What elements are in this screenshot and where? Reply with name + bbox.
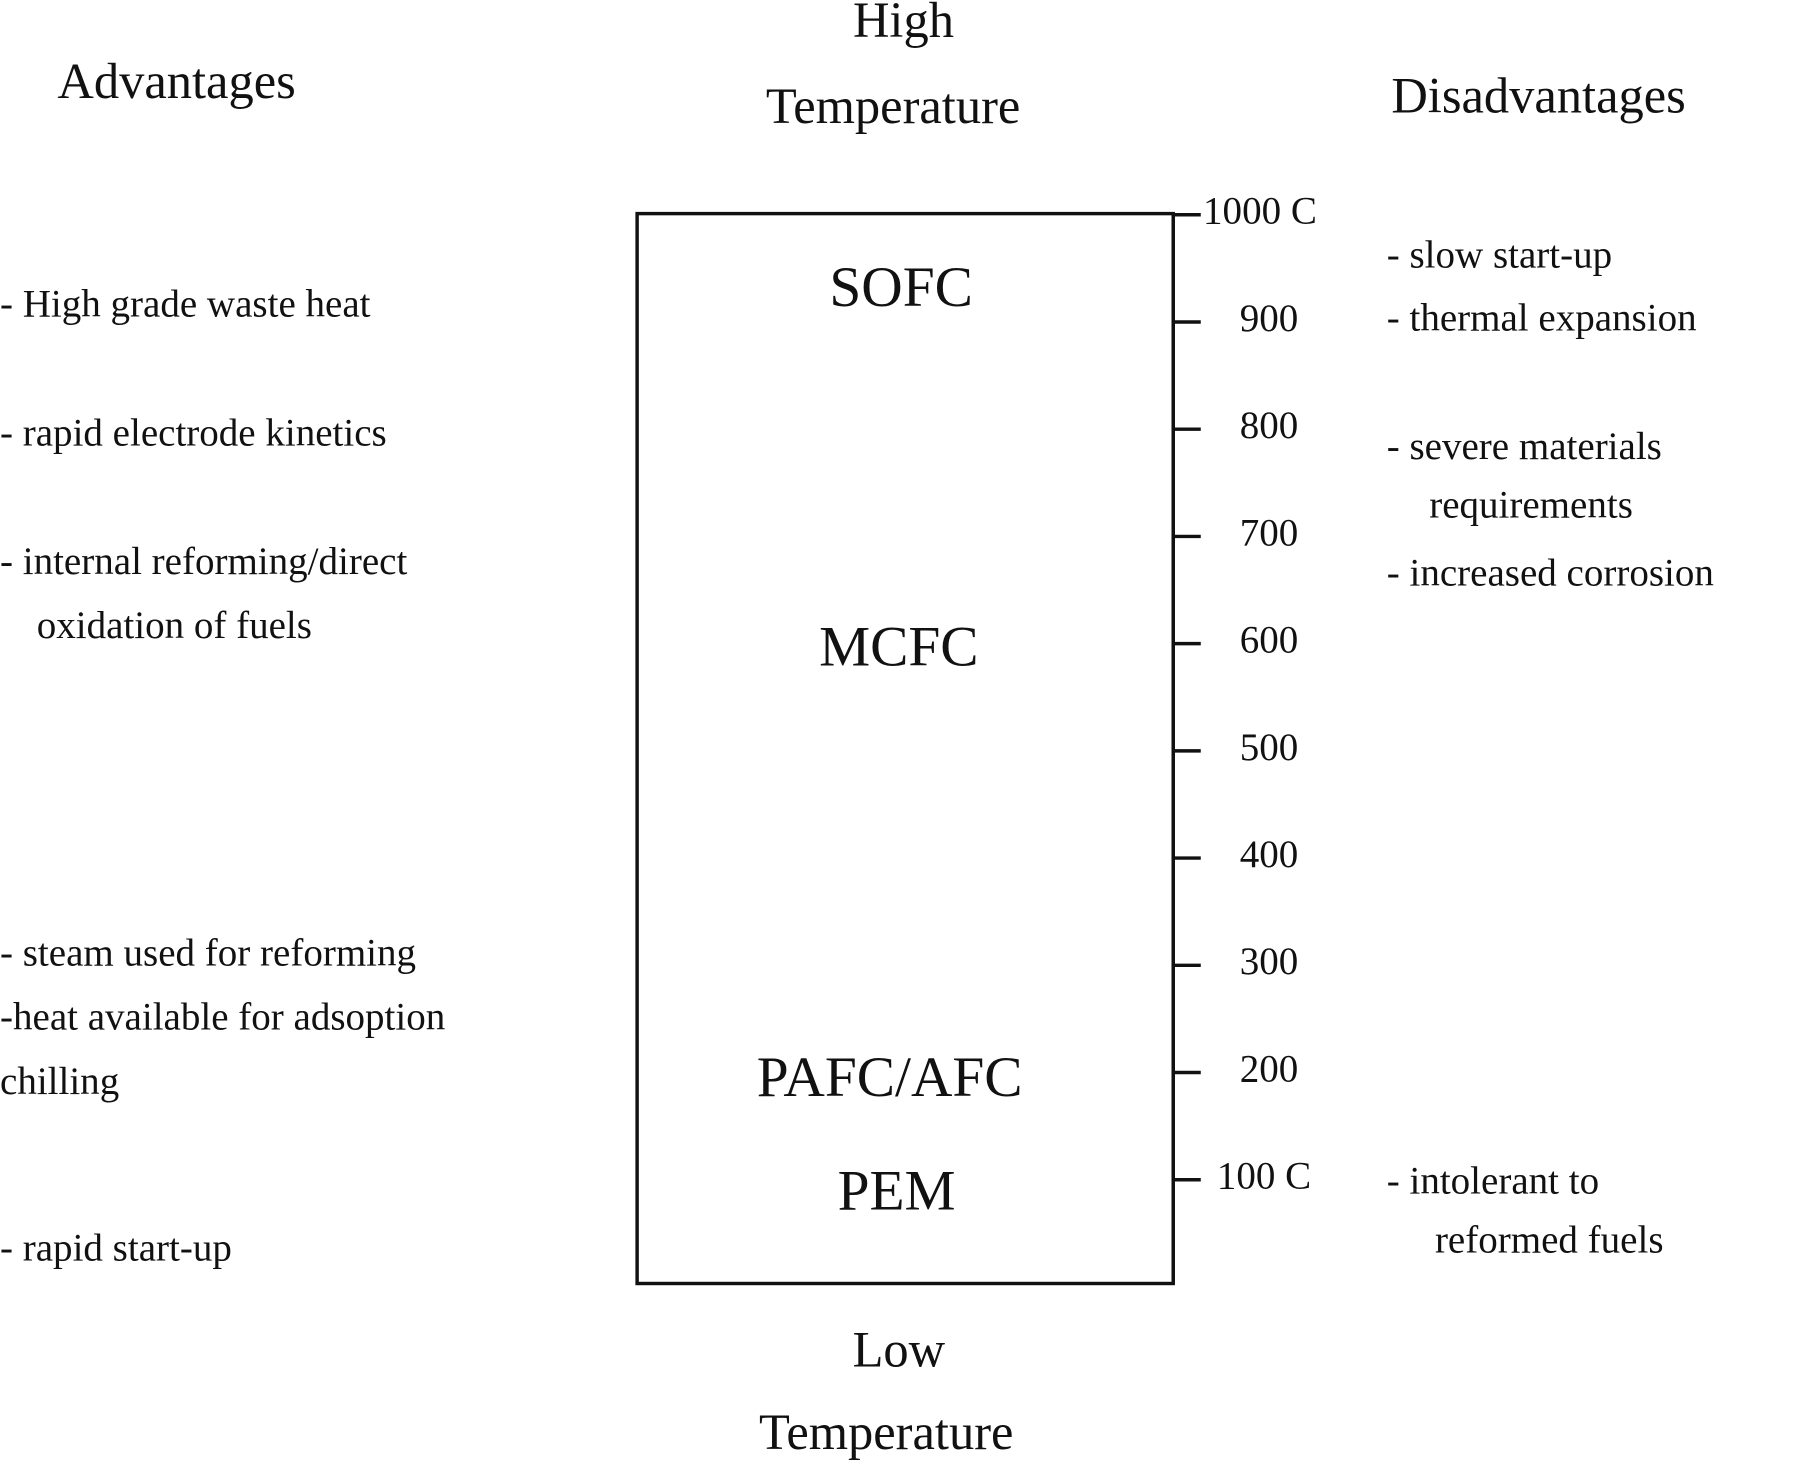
lists: - High grade waste heat - rapid electrode…: [0, 233, 1714, 1269]
advantage-item: -heat available for adsoption: [0, 996, 445, 1039]
advantage-item: chilling: [0, 1060, 119, 1103]
tick-label: 900: [1240, 297, 1299, 340]
advantage-item: oxidation of fuels: [37, 604, 312, 647]
tick-label: 500: [1240, 726, 1299, 769]
disadvantages-title: Disadvantages: [1391, 68, 1686, 124]
fuel-cell-label: MCFC: [819, 615, 978, 678]
disadvantage-item: - increased corrosion: [1387, 551, 1714, 594]
tick-label: 700: [1240, 511, 1299, 554]
high-label: High: [853, 0, 954, 48]
scale: 1000 C 900 800 700 600 500 400 300 200 100 C: [1173, 190, 1317, 1198]
fuel-cell-label: PEM: [838, 1159, 956, 1222]
advantage-item: - High grade waste heat: [0, 283, 371, 326]
fuel-cell-label: SOFC: [829, 256, 973, 319]
disadvantage-item: - slow start-up: [1387, 233, 1612, 276]
tick-label: 100 C: [1217, 1155, 1311, 1198]
disadvantage-item: - thermal expansion: [1387, 296, 1697, 339]
disadvantage-item: - severe materials: [1387, 425, 1662, 468]
tick-label: 300: [1240, 940, 1299, 983]
fuel-cell-label: PAFC/AFC: [757, 1046, 1023, 1109]
tick-label: 200: [1240, 1047, 1299, 1090]
high-label: Temperature: [766, 78, 1020, 134]
advantage-item: - rapid start-up: [0, 1226, 232, 1269]
disadvantage-item: - intolerant to: [1387, 1160, 1599, 1203]
advantage-item: - internal reforming/direct: [0, 540, 407, 583]
tick-label: 1000 C: [1203, 190, 1317, 233]
disadvantage-item: reformed fuels: [1435, 1218, 1664, 1261]
tick-label: 600: [1240, 619, 1299, 662]
advantage-item: - steam used for reforming: [0, 931, 416, 974]
advantage-item: - rapid electrode kinetics: [0, 411, 387, 454]
advantages-title: Advantages: [57, 53, 295, 109]
temperature-box: [635, 211, 1175, 1286]
disadvantage-item: requirements: [1429, 484, 1633, 527]
low-label: Temperature: [759, 1404, 1013, 1460]
low-label: Low: [853, 1321, 946, 1377]
tick-label: 800: [1240, 404, 1299, 447]
tick-label: 400: [1240, 833, 1299, 876]
